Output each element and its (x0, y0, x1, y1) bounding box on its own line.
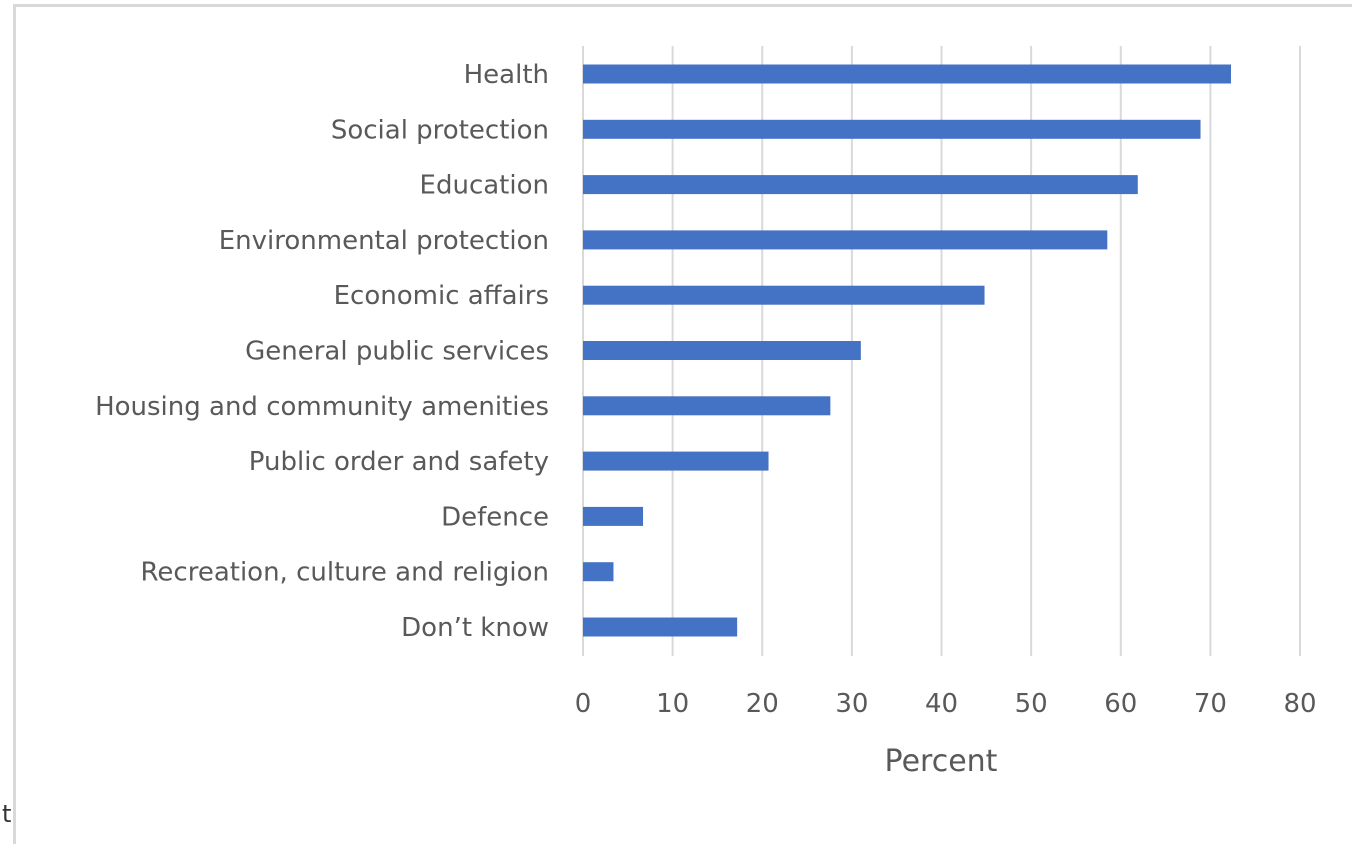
bars (583, 64, 1231, 637)
bar-defence (583, 506, 644, 526)
bar-recreation-culture-and-religion (583, 562, 614, 582)
x-tick-labels: 0 10 20 30 40 50 60 70 80 (575, 689, 1317, 719)
category-label: Social protection (331, 115, 549, 145)
bar-economic-affairs (583, 285, 985, 305)
category-label: Environmental protection (219, 226, 549, 256)
bar-environmental-protection (583, 230, 1108, 250)
category-label: Recreation, culture and religion (141, 558, 549, 588)
bar-don-t-know (583, 617, 738, 637)
stray-text: t (2, 800, 12, 828)
x-tick-label: 80 (1283, 689, 1316, 719)
x-tick-label: 70 (1194, 689, 1227, 719)
category-label: Health (464, 60, 549, 90)
category-label: Housing and community amenities (95, 392, 549, 422)
bar-public-order-and-safety (583, 451, 769, 471)
x-tick-label: 20 (746, 689, 779, 719)
bar-general-public-services (583, 341, 861, 360)
category-label: Public order and safety (249, 447, 549, 477)
category-label: Defence (441, 502, 549, 532)
x-tick-label: 50 (1015, 689, 1048, 719)
bar-education (583, 175, 1138, 195)
x-tick-label: 10 (656, 689, 689, 719)
category-label: Education (420, 171, 549, 201)
x-tick-label: 40 (925, 689, 958, 719)
x-tick-label: 60 (1104, 689, 1137, 719)
bar-housing-and-community-amenities (583, 396, 831, 416)
category-label: Economic affairs (334, 281, 549, 311)
category-label: Don’t know (401, 613, 549, 643)
bar-social-protection (583, 119, 1201, 139)
x-tick-label: 30 (835, 689, 868, 719)
chart-frame (13, 4, 1352, 844)
bar-health (583, 64, 1231, 84)
category-labels: Health Social protection Education Environm… (95, 60, 549, 643)
category-label: General public services (245, 337, 549, 367)
x-tick-label: 0 (575, 689, 592, 719)
x-axis-title: Percent (885, 744, 998, 779)
